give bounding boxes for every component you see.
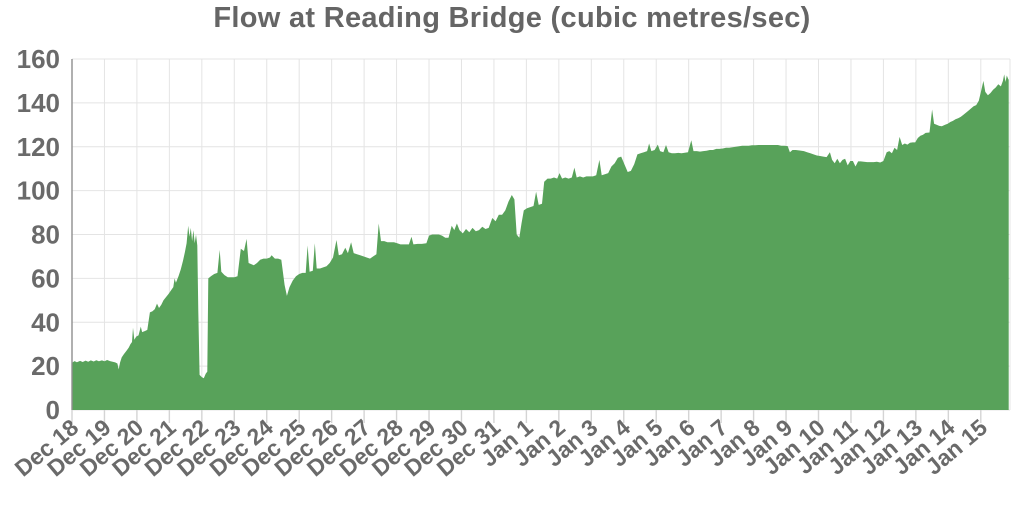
y-axis-label: 120: [17, 132, 60, 162]
y-axis-label: 80: [31, 220, 60, 250]
flow-area-series: [72, 74, 1009, 411]
y-axis-label: 140: [17, 88, 60, 118]
y-axis-label: 20: [31, 351, 60, 381]
y-axis-label: 0: [46, 395, 60, 425]
y-axis-label: 60: [31, 263, 60, 293]
y-axis-label: 40: [31, 307, 60, 337]
y-axis-label: 100: [17, 176, 60, 206]
y-axis-label: 160: [17, 44, 60, 74]
chart-title: Flow at Reading Bridge (cubic metres/sec…: [213, 2, 811, 34]
